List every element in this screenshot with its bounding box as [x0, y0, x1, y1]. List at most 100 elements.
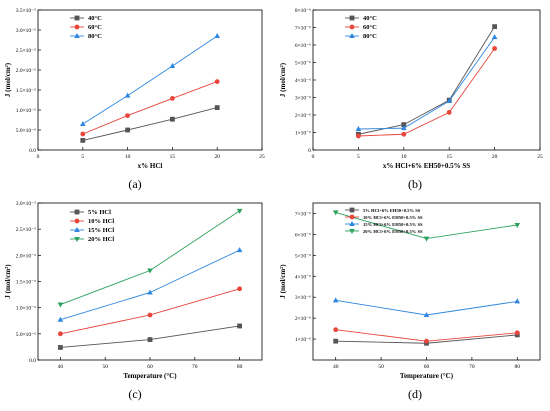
y-tick-label: 6×10⁻⁶ — [295, 232, 311, 238]
data-point — [423, 311, 430, 317]
data-point — [492, 46, 497, 51]
y-tick-label: 4×10⁻⁶ — [295, 274, 311, 280]
series-2 — [332, 297, 521, 317]
legend-label: 15% HCl+6% EH50+0.5% SS — [363, 222, 423, 227]
data-point — [514, 222, 521, 228]
y-axis-label: J (mol/cm²) — [4, 62, 12, 97]
x-tick-label: 0 — [37, 154, 40, 160]
series-1 — [356, 46, 497, 139]
series-line — [82, 107, 218, 141]
x-tick-label: 15 — [446, 154, 452, 160]
x-tick-label: 40 — [58, 364, 64, 370]
data-point — [147, 289, 153, 295]
y-tick-label: 3.0×10⁻⁵ — [16, 28, 36, 34]
x-tick-label: 50 — [102, 364, 108, 370]
y-axis-label: J (mol/cm²) — [4, 264, 12, 299]
data-point — [147, 268, 153, 274]
data-point — [125, 113, 130, 118]
data-point — [514, 298, 521, 304]
y-tick-label: 8×10⁻⁶ — [295, 8, 311, 14]
data-point — [446, 109, 452, 115]
x-tick-label: 0 — [312, 154, 315, 160]
legend-marker — [74, 227, 80, 232]
data-point — [214, 79, 220, 84]
x-tick-label: 20 — [214, 154, 220, 160]
x-tick-label: 80 — [515, 364, 521, 370]
legend-marker — [349, 207, 355, 213]
series-line — [358, 48, 495, 137]
y-axis-label: J (mol/cm²) — [279, 62, 287, 97]
y-tick-label: 1.5×10⁻⁵ — [16, 88, 36, 94]
data-point — [332, 297, 339, 303]
data-point — [236, 247, 243, 253]
x-axis-label: Temperature (°C) — [123, 372, 177, 380]
legend-label: 60°C — [88, 24, 102, 31]
data-point — [214, 33, 220, 38]
legend-marker — [349, 33, 355, 38]
y-tick-label: 2.0×10⁻⁵ — [16, 253, 36, 259]
x-tick-label: 50 — [378, 364, 384, 370]
data-point — [491, 34, 498, 40]
data-point — [147, 337, 153, 342]
data-point — [401, 125, 407, 131]
y-tick-label: 0 — [308, 148, 311, 154]
legend-label: 10% HCl+6% EH50+0.5% SS — [363, 215, 423, 220]
y-tick-label: 0.0 — [29, 358, 36, 364]
data-point — [423, 236, 430, 242]
x-tick-label: 40 — [333, 364, 339, 370]
legend-label: 10% HCl — [88, 218, 114, 225]
data-point — [492, 24, 497, 30]
panel-caption: (a) — [128, 177, 141, 191]
y-tick-label: 5.0×10⁻⁶ — [16, 332, 36, 338]
data-point — [58, 331, 63, 337]
legend-marker — [74, 209, 80, 215]
series-0 — [58, 323, 242, 350]
data-point — [124, 92, 131, 98]
legend-marker — [349, 221, 355, 226]
legend-label: 40°C — [88, 15, 102, 22]
legend: 5% HCl 10% HCl 15% HCl 20% HCl — [70, 209, 114, 243]
data-point — [401, 131, 407, 137]
legend-marker — [74, 15, 80, 21]
series-3 — [332, 210, 521, 242]
y-tick-label: 7×10⁻⁶ — [295, 211, 311, 217]
legend: 40°C 60°C 80°C — [345, 15, 377, 40]
legend-label: 80°C — [88, 33, 102, 40]
chart-panel-a: 0 5 10 15 20 25 0.0 5.0×10⁻⁶ 1.0×10⁻⁵ 1.5×10⁻⁵ 2.0… — [4, 8, 265, 191]
y-tick-label: 3.0×10⁻⁵ — [16, 201, 36, 207]
y-tick-label: 1.0×10⁻⁵ — [16, 306, 36, 312]
legend: 5% HCl+6% EH50+0.5% SS 10% HCl+6% EH50+0.… — [345, 207, 423, 234]
data-point — [125, 127, 130, 133]
legend-label: 80°C — [363, 33, 377, 40]
legend-label: 15% HCl — [88, 227, 114, 234]
y-tick-label: 2.0×10⁻⁵ — [16, 68, 36, 74]
data-point — [58, 345, 63, 350]
series-line — [60, 249, 240, 321]
panel-caption: (c) — [128, 387, 141, 401]
series-0 — [80, 105, 220, 143]
chart-panel-d: 40 50 60 70 80 1×10⁻⁶ 2×10⁻⁶ 3×10⁻⁶ 4×10⁻⁶ 5×10⁻⁶… — [279, 202, 541, 401]
series-2 — [57, 247, 243, 322]
x-tick-label: 25 — [259, 154, 265, 160]
x-tick-label: 10 — [401, 154, 407, 160]
data-point — [424, 338, 429, 344]
x-axis-label: x% HCl+6% EH50+0.5% SS — [383, 162, 470, 170]
series-2 — [80, 33, 220, 126]
plot-frame — [37, 9, 263, 151]
y-tick-label: 5×10⁻⁶ — [295, 61, 311, 67]
data-point — [170, 116, 175, 122]
y-tick-label: 1×10⁻⁶ — [295, 131, 311, 137]
y-tick-label: 2.5×10⁻⁵ — [16, 48, 36, 54]
y-tick-label: 7×10⁻⁶ — [295, 26, 311, 32]
data-point — [333, 338, 339, 344]
data-point — [57, 302, 64, 308]
series-1 — [333, 327, 520, 344]
data-point — [169, 63, 176, 68]
x-tick-label: 60 — [424, 364, 430, 370]
data-point — [80, 131, 86, 137]
x-tick-label: 70 — [469, 364, 475, 370]
x-tick-label: 5 — [357, 154, 360, 160]
y-tick-label: 3×10⁻⁶ — [295, 295, 311, 301]
panel-caption: (b) — [408, 177, 422, 191]
